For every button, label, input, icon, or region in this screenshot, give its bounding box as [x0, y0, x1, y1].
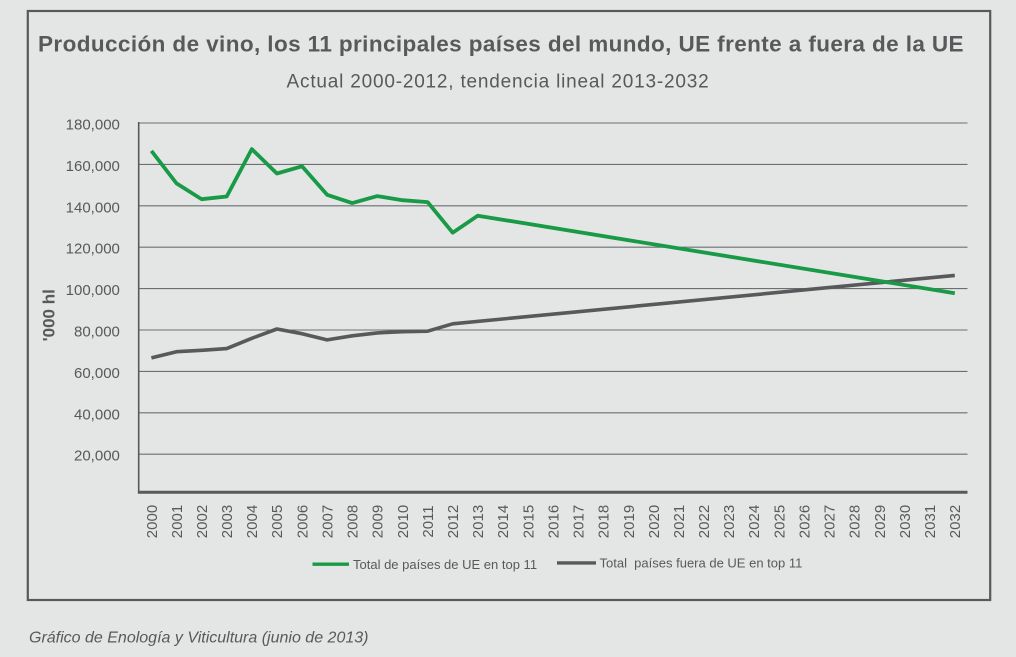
svg-text:2002: 2002	[194, 505, 211, 538]
svg-text:Producción de vino, los 11 pri: Producción de vino, los 11 principales p…	[38, 31, 964, 56]
svg-text:2026: 2026	[797, 505, 814, 538]
svg-text:2029: 2029	[872, 505, 889, 538]
svg-text:2027: 2027	[822, 505, 839, 538]
svg-text:2032: 2032	[947, 505, 964, 538]
svg-text:2020: 2020	[646, 505, 663, 538]
svg-text:2010: 2010	[395, 505, 412, 538]
svg-text:Total países fuera de UE en t: Total países fuera de UE en top 11	[600, 556, 803, 571]
svg-text:2013: 2013	[470, 505, 487, 538]
svg-text:2007: 2007	[320, 505, 337, 538]
svg-text:2017: 2017	[571, 505, 588, 538]
svg-text:2014: 2014	[495, 505, 512, 538]
svg-text:2024: 2024	[746, 505, 763, 538]
svg-text:2025: 2025	[771, 505, 788, 538]
svg-text:2001: 2001	[169, 505, 186, 538]
svg-text:40,000: 40,000	[74, 406, 120, 423]
svg-text:180,000: 180,000	[66, 117, 120, 134]
svg-text:100,000: 100,000	[66, 282, 120, 299]
svg-text:2030: 2030	[897, 505, 914, 538]
svg-text:2031: 2031	[922, 505, 939, 538]
svg-text:Actual 2000-2012, tendencia li: Actual 2000-2012, tendencia lineal 2013-…	[287, 72, 710, 93]
svg-text:2015: 2015	[520, 505, 537, 538]
svg-text:'000 hl: '000 hl	[39, 289, 58, 341]
svg-text:2004: 2004	[244, 505, 261, 538]
svg-text:2005: 2005	[269, 505, 286, 538]
svg-text:20,000: 20,000	[74, 448, 120, 465]
svg-text:2009: 2009	[370, 505, 387, 538]
svg-text:2006: 2006	[294, 505, 311, 538]
svg-text:160,000: 160,000	[66, 158, 120, 175]
svg-text:120,000: 120,000	[66, 241, 120, 258]
svg-text:2019: 2019	[621, 505, 638, 538]
svg-text:60,000: 60,000	[74, 365, 120, 382]
svg-text:2011: 2011	[420, 505, 437, 537]
svg-text:2000: 2000	[144, 505, 161, 538]
svg-text:Gráfico de Enología y Viticult: Gráfico de Enología y Viticultura (junio…	[29, 630, 368, 647]
svg-text:2023: 2023	[721, 505, 738, 538]
svg-text:2003: 2003	[219, 505, 236, 538]
svg-text:80,000: 80,000	[74, 324, 120, 341]
svg-text:2022: 2022	[696, 505, 713, 538]
svg-text:2012: 2012	[445, 505, 462, 538]
svg-text:2021: 2021	[671, 505, 688, 538]
svg-text:2008: 2008	[345, 505, 362, 538]
svg-text:2016: 2016	[546, 505, 563, 538]
svg-text:140,000: 140,000	[66, 199, 120, 216]
svg-text:2028: 2028	[847, 505, 864, 538]
svg-text:Total de países de UE en top 1: Total de países de UE en top 11	[353, 557, 537, 572]
svg-text:2018: 2018	[596, 505, 613, 538]
